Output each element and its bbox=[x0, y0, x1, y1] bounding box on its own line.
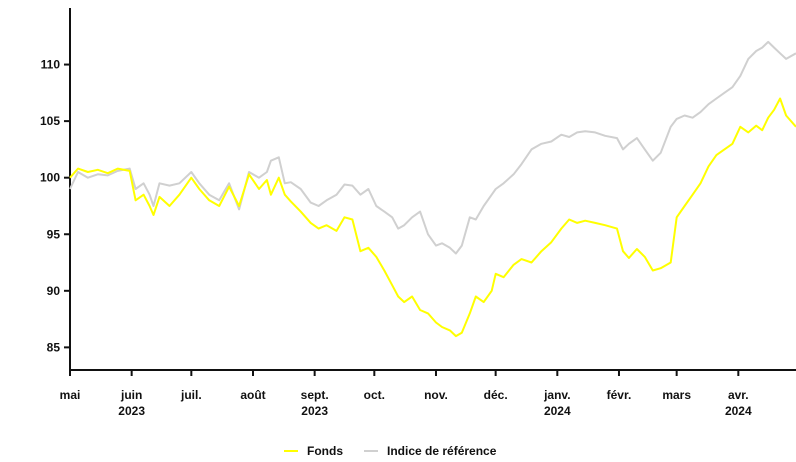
legend: Fonds Indice de référence bbox=[284, 444, 497, 458]
y-tick-label: 90 bbox=[47, 284, 61, 298]
series-line-fonds bbox=[69, 97, 796, 338]
y-axis-ticks: 85 90 95 100 105 110 bbox=[40, 58, 70, 354]
x-axis-ticks: mai juin juil. août sept. oct. nov. déc. janv. fé… bbox=[60, 370, 752, 418]
x-tick-label: janv. bbox=[543, 388, 570, 402]
x-tick-label: févr. bbox=[607, 388, 632, 402]
x-tick-label: mai bbox=[60, 388, 81, 402]
x-tick-label: mars bbox=[662, 388, 691, 402]
y-tick-label: 110 bbox=[41, 58, 61, 72]
x-year-label: 2024 bbox=[725, 404, 752, 418]
legend-label-indice: Indice de référence bbox=[387, 444, 497, 457]
y-tick-label: 105 bbox=[40, 114, 60, 128]
x-tick-label: nov. bbox=[424, 388, 448, 402]
y-tick-label: 95 bbox=[47, 227, 61, 241]
x-tick-label: déc. bbox=[484, 388, 508, 402]
legend-label-fonds: Fonds bbox=[307, 444, 343, 457]
axes-layer bbox=[69, 8, 796, 371]
series-line-indice bbox=[69, 40, 796, 255]
x-tick-label: oct. bbox=[364, 388, 385, 402]
x-year-label: 2023 bbox=[301, 404, 328, 418]
y-tick-label: 100 bbox=[40, 171, 60, 185]
x-year-label: 2024 bbox=[544, 404, 571, 418]
x-tick-label: juil. bbox=[180, 388, 202, 402]
x-tick-label: sept. bbox=[301, 388, 329, 402]
y-tick-label: 85 bbox=[47, 340, 61, 354]
x-tick-label: avr. bbox=[728, 388, 749, 402]
x-tick-label: juin bbox=[120, 388, 142, 402]
series-layer bbox=[69, 40, 796, 338]
x-tick-label: août bbox=[240, 388, 265, 402]
x-year-label: 2023 bbox=[118, 404, 145, 418]
